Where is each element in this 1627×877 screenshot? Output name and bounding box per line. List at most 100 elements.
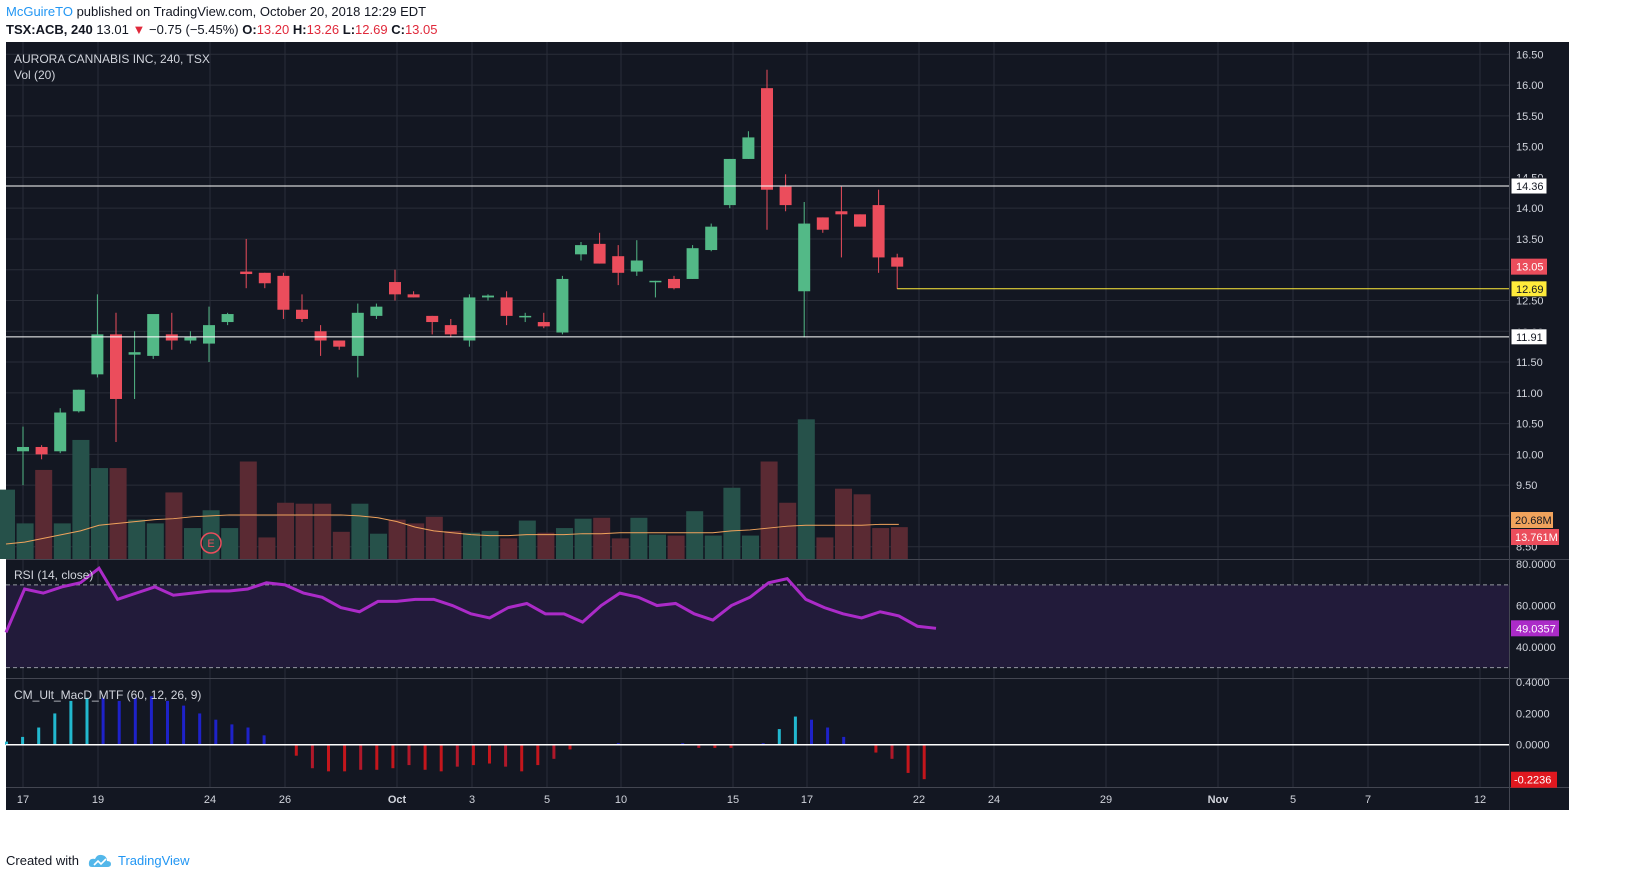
volume-bar bbox=[0, 489, 15, 559]
macd-tick-label: 0.0000 bbox=[1516, 740, 1550, 752]
volume-bar bbox=[221, 528, 239, 559]
candle-body bbox=[110, 334, 122, 399]
volume-bar bbox=[295, 503, 313, 559]
volume-bar bbox=[109, 468, 127, 559]
candle-body bbox=[184, 337, 197, 341]
candle-body bbox=[296, 309, 308, 319]
candle-body bbox=[351, 312, 364, 356]
chart-canvas[interactable]: 8.509.009.5010.0010.5011.0011.5012.0012.… bbox=[0, 42, 1627, 847]
candle-body bbox=[314, 331, 327, 341]
price-tick-label: 13.50 bbox=[1516, 234, 1544, 246]
candle-body bbox=[128, 352, 141, 355]
price-tick-label: 11.50 bbox=[1516, 357, 1543, 369]
volume-bar bbox=[128, 519, 146, 559]
level-label-box bbox=[1510, 177, 1548, 195]
earnings-marker-circle bbox=[200, 532, 222, 554]
price-tick-label: 14.00 bbox=[1516, 203, 1544, 215]
candle-body bbox=[221, 314, 234, 323]
volume-bar bbox=[816, 537, 834, 559]
candle-body bbox=[630, 260, 643, 272]
candle-body bbox=[761, 88, 773, 190]
ohlc-line: TSX:ACB, 240 13.01 ▼ −0.75 (−5.45%) O:13… bbox=[6, 22, 437, 37]
open-label: O: bbox=[242, 22, 257, 37]
candle-body bbox=[91, 334, 104, 375]
level-label-text: 12.69 bbox=[1516, 284, 1544, 296]
low-label: L: bbox=[342, 22, 356, 37]
candle-body bbox=[35, 446, 48, 455]
down-arrow-icon: ▼ bbox=[132, 22, 146, 37]
x-tick-label: 19 bbox=[92, 794, 104, 806]
macd-bar bbox=[906, 744, 910, 773]
rsi-line bbox=[4, 566, 937, 634]
candle-body bbox=[891, 257, 904, 267]
volume-bar bbox=[649, 534, 666, 559]
volume-bar bbox=[872, 528, 890, 559]
volume-ma-label-box bbox=[1511, 512, 1553, 528]
last-price-text: 13.05 bbox=[1516, 262, 1544, 274]
chart-background bbox=[6, 42, 1569, 810]
x-tick-label: 12 bbox=[1474, 794, 1486, 806]
tradingview-link[interactable]: TradingView bbox=[118, 853, 190, 868]
macd-bar bbox=[85, 697, 89, 745]
macd-bar bbox=[568, 744, 572, 750]
macd-bar bbox=[729, 744, 733, 748]
volume-bar bbox=[258, 537, 276, 559]
volume-label: Vol (20) bbox=[14, 68, 55, 82]
macd-bar bbox=[761, 743, 765, 745]
volume-bar bbox=[351, 503, 369, 559]
candle-body bbox=[556, 278, 569, 333]
price-tick-label: 15.00 bbox=[1516, 142, 1544, 154]
level-label-box bbox=[1510, 328, 1548, 346]
volume-bar bbox=[667, 535, 685, 559]
macd-bar bbox=[69, 700, 73, 745]
volume-bar bbox=[537, 532, 555, 559]
volume-bar bbox=[388, 519, 406, 559]
candle-body bbox=[500, 297, 513, 316]
volume-last-label-text: 13.761M bbox=[1515, 532, 1558, 544]
x-tick-label: 15 bbox=[727, 794, 739, 806]
volume-bar bbox=[184, 528, 201, 559]
volume-bar bbox=[686, 511, 704, 559]
x-tick-label: 17 bbox=[17, 794, 29, 806]
price-tick-label: 12.50 bbox=[1516, 296, 1544, 308]
volume-bar bbox=[370, 533, 387, 559]
high-value: 13.26 bbox=[306, 22, 340, 37]
macd-bar bbox=[681, 743, 685, 745]
macd-bar bbox=[375, 744, 379, 770]
macd-bar bbox=[697, 744, 701, 748]
x-tick-label: 26 bbox=[279, 794, 291, 806]
candle-body bbox=[54, 412, 67, 452]
candle-body bbox=[798, 223, 811, 292]
macd-bar bbox=[327, 744, 330, 772]
candle-body bbox=[17, 446, 29, 452]
high-label: H: bbox=[292, 22, 307, 37]
x-tick-label: 7 bbox=[1365, 794, 1371, 806]
rsi-band-fill bbox=[6, 584, 1509, 668]
macd-bar bbox=[874, 744, 878, 753]
macd-bar bbox=[21, 736, 25, 745]
volume-bar bbox=[72, 439, 90, 559]
macd-histogram bbox=[5, 696, 1509, 780]
macd-bar bbox=[53, 713, 57, 745]
price-tick-label: 11.00 bbox=[1516, 388, 1543, 400]
x-tick-label: Nov bbox=[1208, 794, 1230, 806]
macd-bar bbox=[810, 719, 813, 745]
volume-bar bbox=[314, 503, 332, 559]
macd-bar bbox=[777, 729, 781, 745]
x-tick-label: 29 bbox=[1100, 794, 1112, 806]
candle-body bbox=[742, 137, 755, 159]
tradingview-cloud-icon[interactable] bbox=[88, 853, 112, 869]
rsi-tick-label: 60.0000 bbox=[1516, 601, 1556, 613]
x-tick-label: 10 bbox=[615, 794, 627, 806]
author-link[interactable]: McGuireTO bbox=[6, 4, 73, 19]
candle-body bbox=[258, 272, 271, 284]
macd-label: CM_Ult_MacD_MTF (60, 12, 26, 9) bbox=[14, 688, 201, 702]
macd-bar bbox=[166, 700, 169, 745]
macd-bar bbox=[713, 744, 717, 748]
footer: Created with TradingView bbox=[0, 847, 1627, 877]
horizontal-lines[interactable] bbox=[6, 185, 1509, 338]
rsi-band bbox=[6, 584, 1509, 669]
open-value: 13.20 bbox=[256, 22, 290, 37]
close-label: C: bbox=[391, 22, 405, 37]
candle-body bbox=[389, 282, 401, 295]
